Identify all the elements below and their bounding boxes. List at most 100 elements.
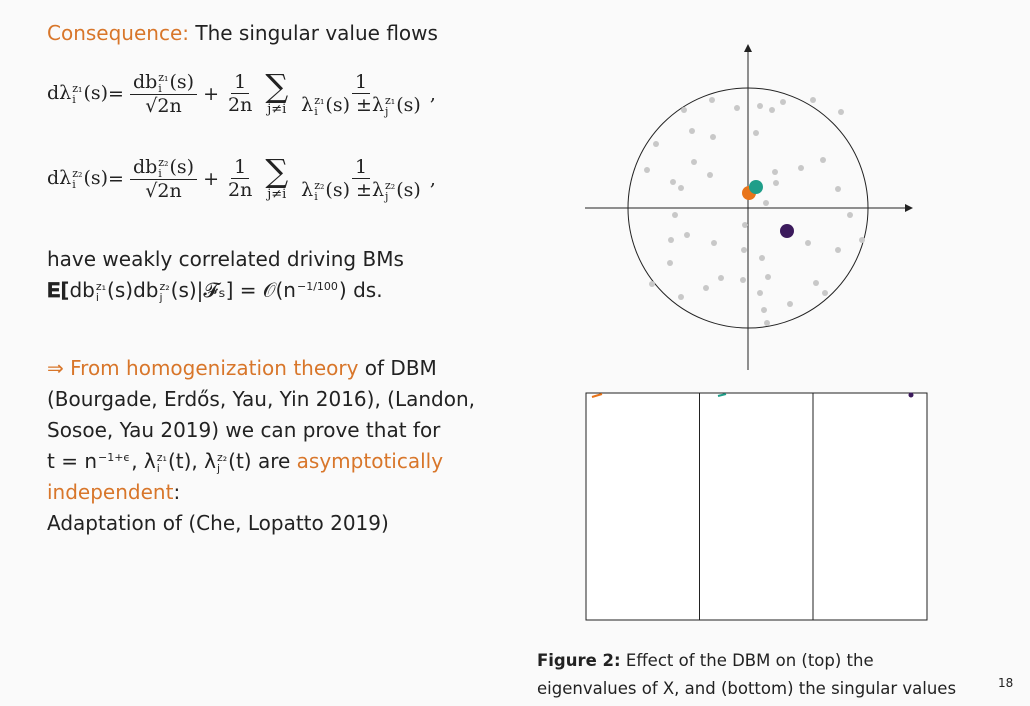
superscript: z₁ [156,450,167,464]
rest: (s) [83,167,109,189]
text: of DBM [358,356,437,380]
superscript: z₁ [158,70,169,84]
operator: + [203,82,219,105]
text: 1 [234,156,247,178]
rest: (s) [169,70,195,93]
numerator: db z₁ i (s) [129,70,198,95]
scripts: z₂ j [385,180,395,202]
base: λ [197,449,216,473]
text: 1 [354,155,368,178]
rest: (t), [167,449,198,473]
heading-label: Consequence: [47,21,189,45]
rest: ) ds. [338,278,383,302]
page-number: 18 [998,676,1014,690]
text: have weakly correlated driving BMs [47,247,404,271]
paragraph: ⇒ From homogenization theory of DBM (Bour… [47,353,475,539]
text-line: have weakly correlated driving BMs [47,244,404,275]
subscript: i [314,189,318,203]
math-term: dλ z₂ i (s) [47,167,108,190]
base: λ [371,93,385,116]
rest: (s) [83,82,109,104]
scripts: z₂ i [158,157,168,179]
subscript: i [158,166,162,180]
text-line: Sosoe, Yau 2019) we can prove that for [47,415,475,446]
text: 𝐄[ [47,278,70,302]
scripts: z₁ i [72,83,82,105]
superscript: z₁ [314,93,325,107]
unit-circle [627,87,869,329]
text: √2n [145,179,182,202]
sum-sign: ∑ [265,152,289,190]
numerator: 1 [351,155,371,179]
caption-text: Effect of the DBM on (top) the eigenvalu… [537,651,957,698]
text: √2n [145,94,182,117]
text: independent [47,480,174,504]
rest: (t) are [228,449,297,473]
fraction: 1 2n [225,71,255,116]
rest: (s) ± [325,93,372,116]
text: ⇒ From [47,356,127,380]
superscript: z₂ [314,178,325,192]
teal-eigenvalue [749,180,763,194]
math-term: db z₂ i (s) [132,155,194,179]
math-term: db z₁ i (s) [132,70,195,95]
text-line: independent: [47,477,475,508]
denominator: λ z₂ i (s) ±λ z₂ j (s) [298,179,424,202]
denominator: √2n [142,95,184,117]
base: λ [301,178,314,201]
scripts: −1+ϵ [98,452,130,474]
math-term: λ z₁ j (s) [371,93,421,118]
text: Sosoe, Yau 2019) we can prove that for [47,418,441,442]
base: db [133,278,159,302]
text: (Bourgade, Erdős, Yau, Yin 2016), (Lando… [47,387,476,411]
purple-trace [908,392,914,398]
base: dλ [47,82,72,104]
math-term: dλ z₁ i (s) [47,82,108,105]
denominator: 2n [225,94,255,116]
singular-value-panels [585,392,928,621]
subscript: i [158,81,162,95]
subscript: i [156,461,160,475]
subscript: i [314,104,318,118]
math-term: −1/100 ) ds. [296,278,383,302]
text-line: Adaptation of (Che, Lopatto 2019) [47,508,475,539]
caption-label: Figure 2: [537,651,621,670]
text-line: t = n −1+ϵ , λ z₁ i (t), λ z₂ j (t) are asympto… [47,446,475,477]
math-term: λ z₁ i (s) ± [301,93,372,118]
base: db [132,70,158,93]
superscript: z₂ [72,167,83,180]
base: db [132,155,158,178]
numerator: 1 [231,156,250,179]
subscript: j [385,189,389,203]
subscript: j [385,104,389,118]
subscript: i [72,93,76,106]
base: λ [137,449,156,473]
numerator: 1 [351,70,371,94]
rest: (s) ± [325,178,372,201]
rest: (s) [170,278,197,302]
math-term: t = n −1+ϵ , [47,449,138,473]
base: dλ [47,167,72,189]
base: t = n [47,449,97,473]
fraction: 1 λ z₂ i (s) ±λ z₂ j (s) [298,156,424,202]
text: 2n [227,94,253,116]
text: 1 [354,70,368,93]
sum-index: j≠i [267,187,287,202]
text: homogenization theory [126,356,359,380]
comma: , [429,167,436,190]
fraction: 1 λ z₁ i (s) ±λ z₁ j (s) [298,71,424,117]
fraction: db z₁ i (s) √2n [129,70,198,117]
text: |𝓕ₛ] = 𝒪(n [196,278,296,302]
superscript: z₂ [385,178,396,192]
math-term: λ z₂ j (t) are [197,449,297,474]
text: : [173,480,181,504]
base: λ [301,93,314,116]
summation: ∑ j≠i [265,155,288,202]
base: db [69,278,95,302]
scripts: z₁ i [157,452,167,474]
eigenvalue-dots [644,97,865,326]
text: 1 [234,71,247,93]
superscript: −1/100 [297,279,338,293]
